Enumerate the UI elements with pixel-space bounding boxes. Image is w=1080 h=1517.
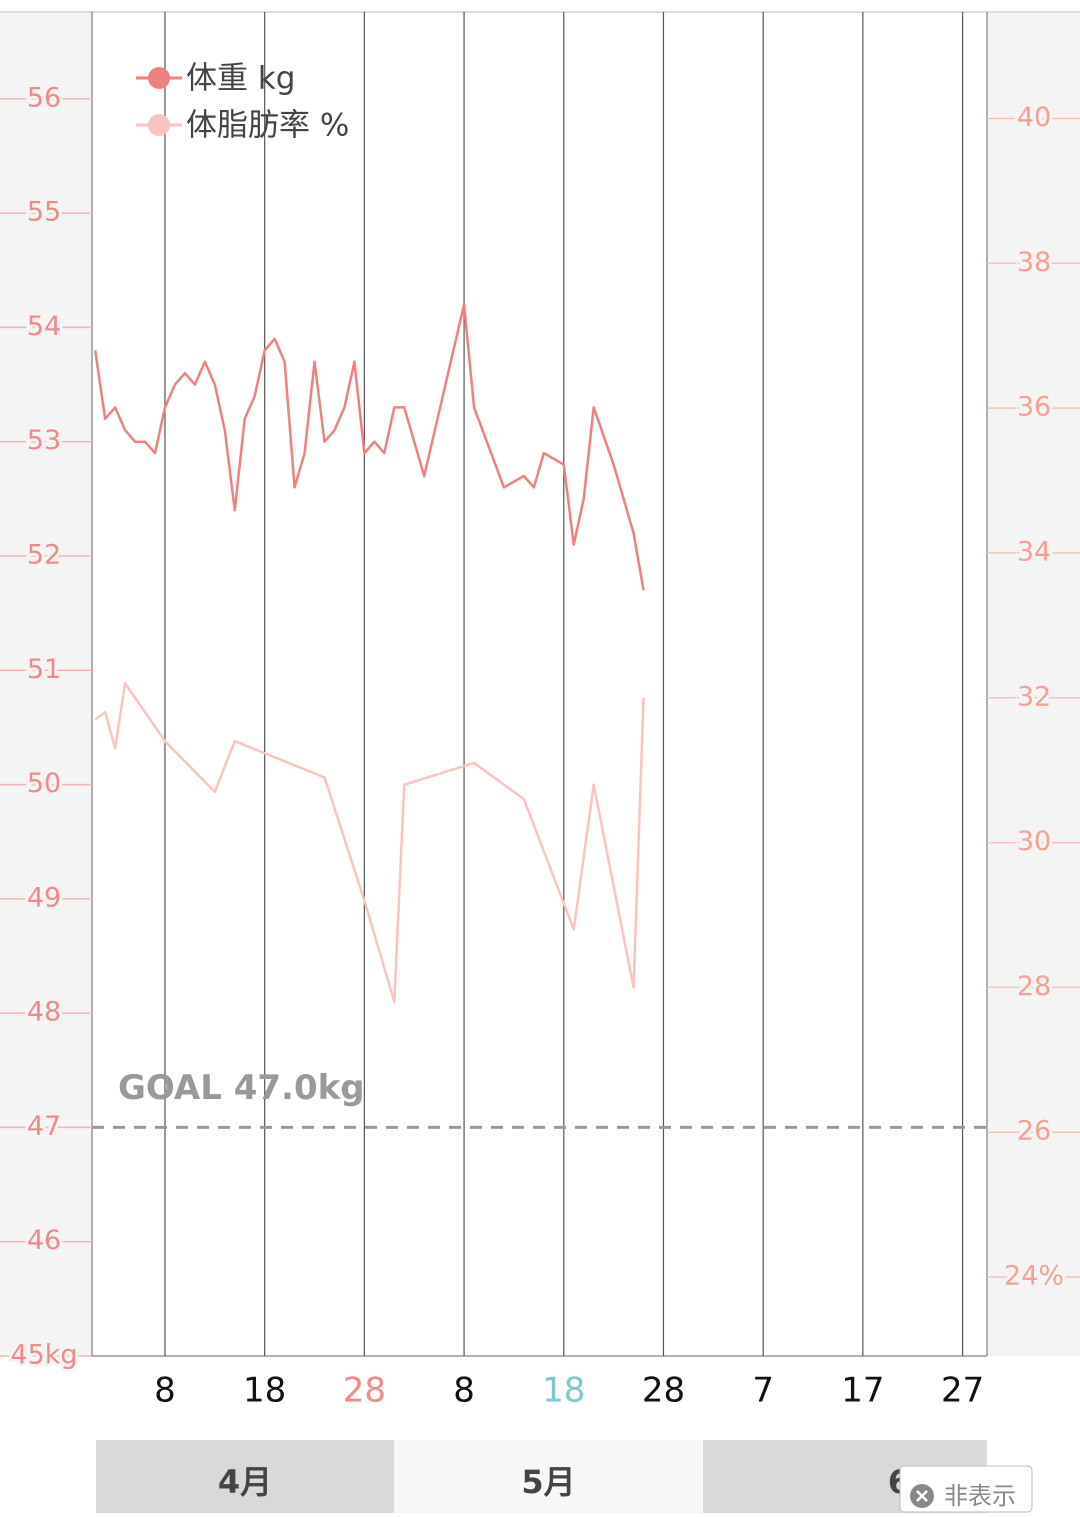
x-tick-label: 27	[941, 1371, 984, 1411]
x-tick-label: 8	[154, 1371, 176, 1411]
y2-tick-label: 38	[1017, 247, 1051, 278]
y2-tick-label: 24%	[1004, 1261, 1064, 1292]
y2-tick-label: 36	[1017, 392, 1051, 423]
month-label[interactable]: 4月	[218, 1463, 272, 1501]
x-tick-label: 8	[453, 1371, 475, 1411]
month-label[interactable]: 5月	[521, 1463, 575, 1501]
y-tick-label: 45kg	[10, 1340, 77, 1371]
series-line	[93, 303, 645, 591]
month-band[interactable]	[96, 1440, 394, 1513]
y2-tick-label: 40	[1017, 102, 1051, 133]
x-tick-label: 18	[542, 1371, 585, 1411]
x-tick-label: 7	[752, 1371, 774, 1411]
x-tick-label: 28	[343, 1371, 386, 1411]
y-tick-label: 52	[27, 540, 61, 571]
y-tick-label: 55	[27, 197, 61, 228]
y2-tick-label: 32	[1017, 681, 1051, 712]
x-tick-label: 18	[243, 1371, 286, 1411]
legend-label[interactable]: 体重 kg	[186, 61, 295, 97]
month-band[interactable]	[394, 1440, 703, 1513]
series-line	[94, 682, 645, 1004]
y2-tick-label: 28	[1017, 971, 1051, 1002]
y2-tick-label: 30	[1017, 826, 1051, 857]
x-tick-label: 28	[642, 1371, 685, 1411]
legend-dot	[148, 114, 170, 136]
x-tick-label: 17	[841, 1371, 884, 1411]
y-tick-label: 53	[27, 425, 61, 456]
y-tick-label: 47	[27, 1111, 61, 1142]
hide-button-label[interactable]: 非表示	[944, 1482, 1016, 1510]
left-axis-bg	[0, 12, 92, 1356]
y-tick-label: 49	[27, 882, 61, 913]
y-tick-label: 46	[27, 1225, 61, 1256]
y-tick-label: 54	[27, 311, 61, 342]
y2-tick-label: 26	[1017, 1116, 1051, 1147]
y-tick-label: 48	[27, 997, 61, 1028]
y-tick-label: 56	[27, 82, 61, 113]
goal-label: GOAL 47.0kg	[118, 1068, 365, 1108]
legend-dot	[148, 67, 170, 89]
hide-icon-x	[916, 1490, 928, 1502]
legend-label[interactable]: 体脂肪率 %	[186, 108, 349, 144]
y2-tick-label: 34	[1017, 536, 1051, 567]
y-tick-label: 50	[27, 768, 61, 799]
y-tick-label: 51	[27, 654, 61, 685]
